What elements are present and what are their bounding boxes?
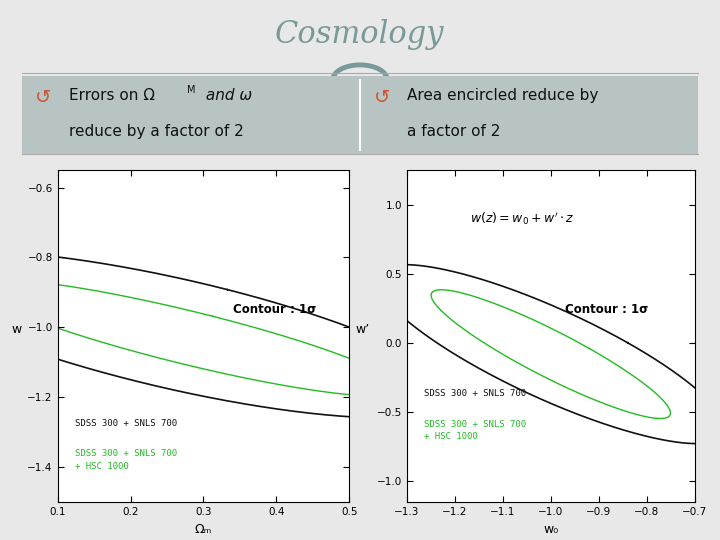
Text: and ω: and ω: [201, 87, 252, 103]
Y-axis label: w’: w’: [356, 323, 370, 336]
Text: SDSS 300 + SNLS 700
+ HSC 1000: SDSS 300 + SNLS 700 + HSC 1000: [424, 420, 526, 441]
Text: Cosmology: Cosmology: [275, 19, 445, 50]
Text: SDSS 300 + SNLS 700
+ HSC 1000: SDSS 300 + SNLS 700 + HSC 1000: [75, 449, 177, 471]
Text: ↺: ↺: [374, 88, 390, 107]
Text: Contour : 1σ: Contour : 1σ: [565, 303, 649, 316]
X-axis label: w₀: w₀: [543, 523, 559, 536]
FancyBboxPatch shape: [22, 76, 698, 154]
Text: Area encircled reduce by: Area encircled reduce by: [408, 87, 599, 103]
Text: SDSS 300 + SNLS 700: SDSS 300 + SNLS 700: [75, 419, 177, 428]
Y-axis label: w: w: [11, 323, 22, 336]
Text: Contour : 1σ: Contour : 1σ: [233, 303, 316, 316]
X-axis label: Ωₘ: Ωₘ: [194, 523, 212, 536]
Text: ↺: ↺: [35, 88, 52, 107]
Text: Errors on Ω: Errors on Ω: [69, 87, 155, 103]
Text: SDSS 300 + SNLS 700: SDSS 300 + SNLS 700: [424, 389, 526, 398]
Text: M: M: [187, 85, 196, 95]
Text: reduce by a factor of 2: reduce by a factor of 2: [69, 125, 244, 139]
Text: a factor of 2: a factor of 2: [408, 125, 500, 139]
Text: $w(z) = w_0 + w' \cdot z$: $w(z) = w_0 + w' \cdot z$: [470, 211, 575, 227]
